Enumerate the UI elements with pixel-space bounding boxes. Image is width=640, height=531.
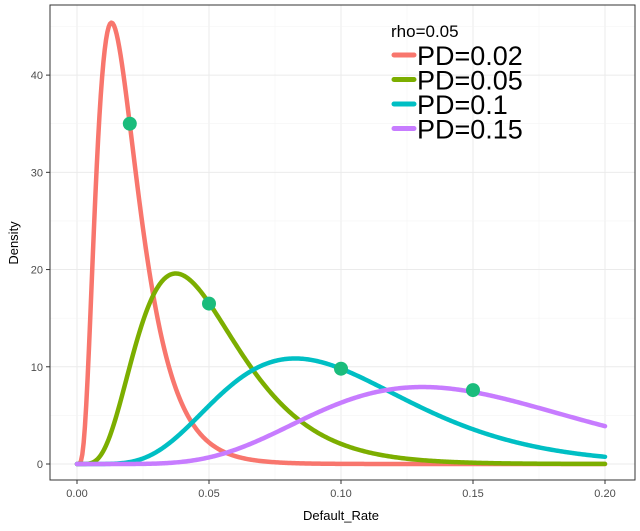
marked-point <box>334 361 348 376</box>
y-tick-label: 30 <box>31 167 43 179</box>
legend-label: PD=0.02 <box>417 41 523 71</box>
legend-label: PD=0.15 <box>417 115 523 145</box>
x-tick-label: 0.20 <box>594 488 615 500</box>
x-tick-label: 0.00 <box>66 488 87 500</box>
x-tick-label: 0.10 <box>330 488 351 500</box>
y-tick-label: 20 <box>31 265 43 277</box>
legend-label: PD=0.1 <box>417 90 508 120</box>
marked-point <box>122 116 137 131</box>
y-tick-label: 10 <box>31 362 43 374</box>
y-tick-label: 0 <box>37 459 43 471</box>
x-tick-label: 0.05 <box>198 488 219 500</box>
x-axis-ticks: 0.00 0.05 0.10 0.15 0.20 <box>66 480 616 500</box>
plot-border <box>49 4 636 481</box>
legend-title: rho=0.05 <box>391 22 459 41</box>
y-tick-label: 40 <box>31 70 43 82</box>
x-axis-title: Default_Rate <box>303 508 379 523</box>
series-line-PD=0.15 <box>74 384 608 467</box>
series-line-PD=0.05 <box>74 271 608 467</box>
legend-label: PD=0.05 <box>417 66 523 96</box>
x-tick-label: 0.15 <box>462 488 483 500</box>
y-axis-ticks: 0 10 20 30 40 <box>31 70 50 471</box>
marked-point <box>466 383 480 398</box>
y-axis-title: Density <box>6 221 21 265</box>
marked-point <box>202 296 216 311</box>
marked-points <box>122 116 480 398</box>
